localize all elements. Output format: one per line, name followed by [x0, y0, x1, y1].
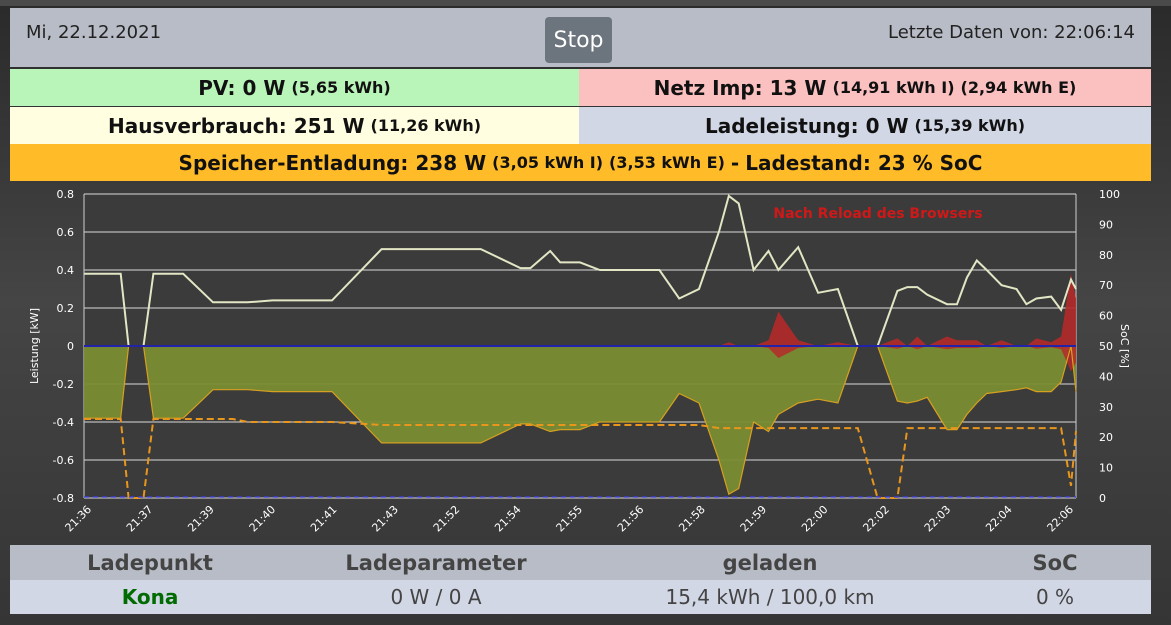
x-tick-label: 21:39	[185, 503, 217, 535]
power-chart: 0.80.60.40.20-0.2-0.4-0.6-0.8 1009080706…	[28, 188, 1131, 535]
battery-soc: Ladestand: 23 % SoC	[745, 150, 983, 175]
x-tick-label: 21:55	[554, 503, 586, 535]
battery-value: Speicher-Entladung: 238 W	[178, 150, 487, 175]
date-label: Mi, 22.12.2021	[26, 22, 162, 43]
x-tick-label: 22:03	[922, 503, 954, 535]
charging-summary: Ladeleistung: 0 W (15,39 kWh)	[579, 107, 1151, 144]
table-row: Kona 0 W / 0 A 15,4 kWh / 100,0 km 0 %	[10, 580, 1151, 614]
y-axis-label: Leistung [kW]	[28, 308, 41, 384]
y2-tick-label: 40	[1099, 370, 1113, 383]
x-tick-label: 22:00	[799, 503, 831, 535]
x-tick-label: 21:52	[431, 503, 463, 535]
y-tick-label: 0.2	[57, 302, 75, 315]
y2-tick-label: 10	[1099, 462, 1113, 475]
soc-line	[84, 418, 1077, 499]
battery-separator: -	[730, 150, 740, 175]
pv-value: PV: 0 W	[198, 75, 286, 100]
y-tick-label: -0.2	[53, 378, 74, 391]
chargepoint-table-header: Ladepunkt Ladeparameter geladen SoC	[10, 545, 1151, 580]
charging-energy: (15,39 kWh)	[914, 116, 1026, 135]
header-geladen: geladen	[722, 550, 818, 575]
x-tick-label: 21:41	[308, 503, 340, 535]
header-ladepunkt: Ladepunkt	[87, 550, 213, 575]
x-tick-label: 21:43	[369, 503, 401, 535]
pv-summary: PV: 0 W (5,65 kWh)	[10, 69, 579, 106]
reload-note: Nach Reload des Browsers	[773, 206, 982, 222]
x-tick-label: 21:58	[676, 503, 708, 535]
chargepoint-soc: 0 %	[1035, 585, 1075, 609]
charging-value: Ladeleistung: 0 W	[704, 113, 909, 138]
y-tick-label: 0	[67, 340, 74, 353]
house-line	[84, 194, 1077, 347]
battery-area	[84, 346, 1076, 495]
y2-tick-label: 80	[1099, 249, 1113, 262]
x-tick-label: 22:06	[1045, 503, 1077, 535]
grid-summary: Netz Imp: 13 W (14,91 kWh I) (2,94 kWh E…	[579, 69, 1151, 106]
chargepoint-name[interactable]: Kona	[121, 585, 179, 609]
y2-tick-label: 30	[1099, 401, 1113, 414]
chart-areas	[84, 273, 1076, 495]
grid-value: Netz Imp: 13 W	[653, 75, 827, 100]
y-tick-label: 0.6	[57, 226, 75, 239]
header-bar: Mi, 22.12.2021 Stop Letzte Daten von: 22…	[10, 8, 1151, 67]
header-ladeparameter: Ladeparameter	[345, 550, 527, 575]
x-tick-label: 21:40	[247, 503, 279, 535]
x-tick-label: 21:56	[615, 503, 647, 535]
battery-summary: Speicher-Entladung: 238 W (3,05 kWh I) (…	[10, 144, 1151, 181]
grid-export-energy: (2,94 kWh E)	[960, 78, 1077, 97]
x-tick-label: 22:02	[860, 503, 892, 535]
y2-tick-label: 60	[1099, 310, 1113, 323]
stop-button[interactable]: Stop	[545, 17, 612, 63]
y2-tick-label: 0	[1099, 492, 1106, 505]
chargepoint-params: 0 W / 0 A	[390, 585, 482, 609]
y2-tick-label: 20	[1099, 431, 1113, 444]
house-summary: Hausverbrauch: 251 W (11,26 kWh)	[10, 107, 579, 144]
chart-y-axis: 0.8 0.6 0.4 0.2 0 -0.2 -0.4 -0.6 -0.8	[53, 188, 74, 505]
battery-export-energy: (3,53 kWh E)	[609, 153, 725, 172]
y-tick-label: 0.8	[57, 188, 75, 201]
y2-axis-label: SoC [%]	[1118, 324, 1131, 368]
chargepoint-table: Ladepunkt Ladeparameter geladen SoC Kona…	[10, 545, 1151, 614]
y2-tick-label: 90	[1099, 218, 1113, 231]
y2-tick-label: 100	[1099, 188, 1120, 201]
x-tick-label: 21:37	[124, 503, 156, 535]
y-tick-label: -0.8	[53, 492, 74, 505]
house-value: Hausverbrauch: 251 W	[107, 113, 365, 138]
top-strip	[0, 0, 1171, 6]
x-tick-label: 22:04	[983, 503, 1015, 535]
pv-energy: (5,65 kWh)	[291, 78, 391, 97]
last-data-label: Letzte Daten von: 22:06:14	[888, 22, 1135, 43]
y-tick-label: -0.6	[53, 454, 74, 467]
chargepoint-charged: 15,4 kWh / 100,0 km	[665, 585, 875, 609]
x-tick-label: 21:54	[492, 503, 524, 535]
chart-lines	[84, 194, 1077, 499]
x-tick-label: 21:36	[63, 503, 95, 535]
x-tick-label: 21:59	[738, 503, 770, 535]
y2-tick-label: 70	[1099, 279, 1113, 292]
chart-x-axis: 21:36 21:37 21:39 21:40 21:41 21:43 21:52 21:54…	[63, 503, 1077, 535]
grid-import-energy: (14,91 kWh I)	[832, 78, 955, 97]
y-tick-label: 0.4	[57, 264, 75, 277]
battery-line	[84, 345, 1077, 496]
y2-tick-label: 50	[1099, 340, 1113, 353]
y-tick-label: -0.4	[53, 416, 74, 429]
battery-import-energy: (3,05 kWh I)	[492, 153, 604, 172]
house-energy: (11,26 kWh)	[370, 116, 482, 135]
header-soc: SoC	[1032, 550, 1078, 575]
